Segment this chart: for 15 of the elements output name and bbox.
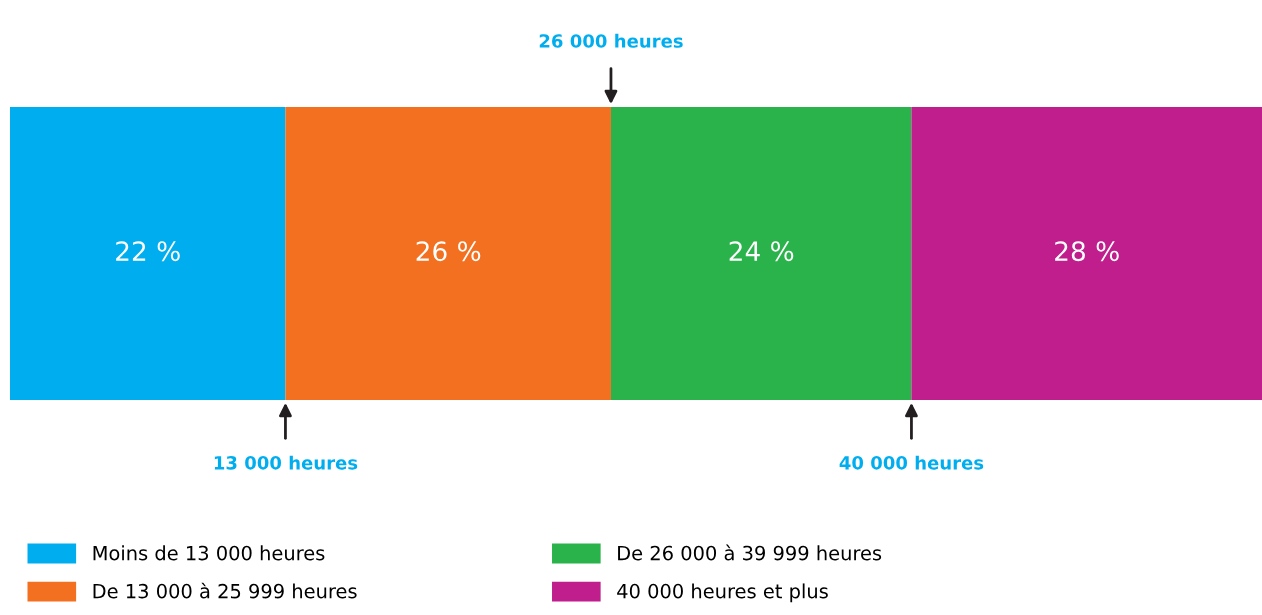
legend-label: 40 000 heures et plus: [617, 583, 828, 603]
data-label: 24 %: [729, 241, 794, 262]
bar: [911, 107, 1262, 400]
data-label: 22 %: [116, 241, 180, 262]
bar: [610, 107, 912, 400]
bar: [10, 107, 286, 400]
text: 26 000 heures: [539, 33, 683, 48]
legend-label: De 13 000 à 25 999 heures: [93, 582, 357, 599]
data-label: 26 %: [416, 241, 481, 262]
text: 13 000 heures: [214, 455, 358, 470]
legend-label: De 26 000 à 39 999 heures: [618, 544, 882, 561]
text: 40 000 heures: [839, 455, 984, 470]
bar: [285, 107, 611, 400]
legend-label: Moins de 13 000 heures: [93, 545, 325, 561]
data-label: 28 %: [1055, 241, 1119, 262]
